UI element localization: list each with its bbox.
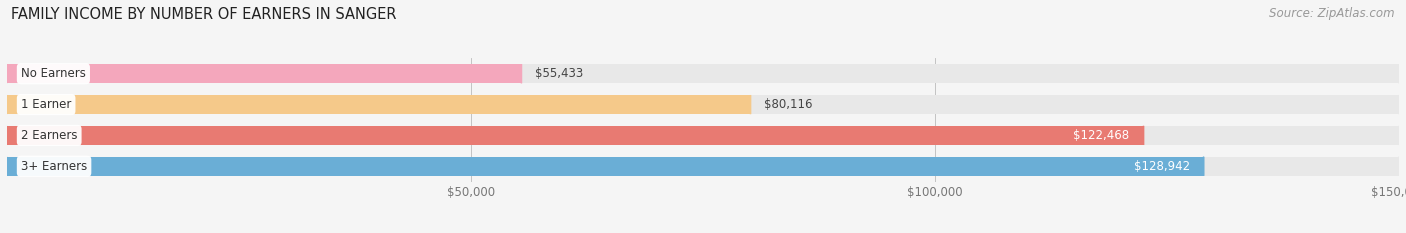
- Text: 3+ Earners: 3+ Earners: [21, 160, 87, 173]
- Text: 1 Earner: 1 Earner: [21, 98, 72, 111]
- Text: $55,433: $55,433: [536, 67, 583, 80]
- Bar: [7, 157, 1399, 176]
- Text: $128,942: $128,942: [1133, 160, 1189, 173]
- Bar: [7, 95, 1399, 114]
- Bar: [7, 126, 1143, 145]
- Text: No Earners: No Earners: [21, 67, 86, 80]
- Text: $80,116: $80,116: [765, 98, 813, 111]
- Text: FAMILY INCOME BY NUMBER OF EARNERS IN SANGER: FAMILY INCOME BY NUMBER OF EARNERS IN SA…: [11, 7, 396, 22]
- Text: $122,468: $122,468: [1073, 129, 1129, 142]
- Bar: [7, 64, 522, 83]
- Bar: [7, 95, 751, 114]
- Bar: [7, 126, 1399, 145]
- Bar: [7, 64, 1399, 83]
- Text: 2 Earners: 2 Earners: [21, 129, 77, 142]
- Text: Source: ZipAtlas.com: Source: ZipAtlas.com: [1270, 7, 1395, 20]
- Bar: [7, 157, 1204, 176]
